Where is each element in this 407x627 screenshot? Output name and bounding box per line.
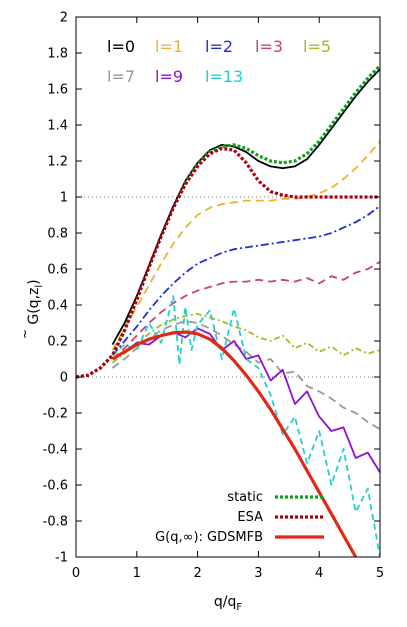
y-tick-label: 1.8 [47, 47, 68, 62]
x-tick-label: 4 [315, 566, 323, 581]
legend-label-static: static [227, 490, 263, 505]
legend-label-l-13: l=13 [205, 67, 243, 86]
y-axis-title-main: G(q,z [26, 288, 42, 325]
series-l-3 [111, 261, 380, 360]
y-tick-label: 1.4 [47, 119, 68, 134]
legend-label-l-0: l=0 [107, 37, 135, 56]
x-axis-title: q/qF [214, 594, 243, 613]
y-tick-label: -0.8 [43, 515, 68, 530]
y-tick-label: 0 [60, 371, 68, 386]
series-lines [76, 64, 380, 557]
y-axis-title-accent: ~ [18, 329, 32, 339]
series-g-q-gdsmfb [111, 330, 358, 557]
legend-label-l-9: l=9 [155, 67, 183, 86]
legend-label-l-7: l=7 [107, 67, 135, 86]
y-tick-label: 1.6 [47, 83, 68, 98]
y-tick-label: 1.2 [47, 155, 68, 170]
x-axis-title-sub: F [236, 602, 242, 613]
legend-top: l=0 l=1 l=2 l=3 l=5 l=7 l=9 l=13 [107, 37, 331, 86]
y-tick-label: 1 [60, 191, 68, 206]
legend-label-esa: ESA [237, 510, 263, 525]
legend-label-l-3: l=3 [255, 37, 283, 56]
x-tick-label: 3 [254, 566, 262, 581]
series-l-2 [111, 205, 380, 356]
y-axis-title: G(q,zl) [26, 279, 45, 324]
y-axis-title-close: ) [26, 279, 42, 284]
y-axis-title-group: G(q,zl) ~ [18, 279, 45, 339]
plot-frame [75, 16, 381, 558]
axis-ticks: 0 1 2 3 4 5 -1 -0.8 -0.6 -0.4 -0.2 0 0.2 0.4 0.6 0.8 1 1.… [43, 11, 385, 582]
y-tick-label: 0.8 [47, 227, 68, 242]
series-esa [76, 146, 380, 379]
reference-lines [76, 196, 380, 378]
legend-label-l-1: l=1 [155, 37, 183, 56]
y-tick-label: -1 [55, 551, 68, 566]
y-tick-label: 0.4 [47, 299, 68, 314]
legend-label-g-q-gdsmfb: G(q,∞): GDSMFB [155, 530, 263, 545]
series-l-5 [111, 313, 380, 364]
y-tick-label: 2 [60, 11, 68, 26]
x-tick-label: 5 [376, 566, 384, 581]
y-axis-title-sub: l [34, 285, 45, 288]
series-l-7 [111, 320, 380, 430]
y-tick-label: -0.4 [43, 443, 68, 458]
legend-bottom: static ESA G(q,∞): GDSMFB [155, 490, 324, 545]
series-l-13 [111, 295, 380, 557]
series-l-9 [112, 327, 380, 473]
series-l-0 [111, 68, 380, 346]
x-tick-label: 2 [193, 566, 201, 581]
x-axis-title-main: q/q [214, 594, 237, 610]
legend-label-l-2: l=2 [205, 37, 233, 56]
y-tick-label: 0.6 [47, 263, 68, 278]
x-tick-label: 1 [133, 566, 141, 581]
series-l-1 [111, 140, 380, 351]
x-tick-label: 0 [72, 566, 80, 581]
y-tick-label: 0.2 [47, 335, 68, 350]
y-tick-label: -0.6 [43, 479, 68, 494]
y-tick-label: -0.2 [43, 407, 68, 422]
legend-label-l-5: l=5 [303, 37, 331, 56]
